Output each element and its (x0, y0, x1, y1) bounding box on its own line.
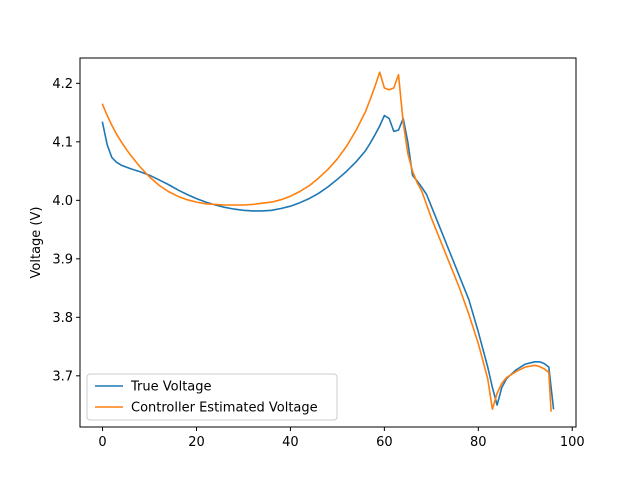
x-tick-label: 40 (282, 435, 299, 450)
plot-area (80, 58, 576, 427)
y-tick-label: 3.7 (52, 369, 73, 384)
x-tick-label: 20 (188, 435, 205, 450)
y-tick-label: 4.2 (52, 77, 73, 92)
legend-label-1: Controller Estimated Voltage (131, 401, 318, 416)
legend-label-0: True Voltage (130, 380, 212, 395)
series-layer (101, 71, 555, 412)
plot-frame (79, 57, 577, 428)
y-tick-label: 3.8 (52, 311, 73, 326)
x-tick-label: 100 (560, 435, 585, 450)
x-tick-label: 80 (470, 435, 487, 450)
x-tick-label: 60 (376, 435, 393, 450)
y-axis-ticks: 3.7 3.8 3.9 4.0 4.1 4.2 (52, 77, 80, 384)
legend: True Voltage Controller Estimated Voltage (86, 373, 338, 421)
y-tick-label: 3.9 (52, 252, 73, 267)
series-line-1 (101, 71, 552, 412)
y-tick-label: 4.0 (52, 194, 73, 209)
y-axis-label: Voltage (V) (29, 207, 44, 279)
x-axis-ticks: 0 20 40 60 80 100 (98, 427, 585, 450)
legend-box (86, 373, 338, 421)
series-line-0 (101, 114, 555, 410)
y-tick-label: 4.1 (52, 135, 73, 150)
x-tick-label: 0 (98, 435, 106, 450)
